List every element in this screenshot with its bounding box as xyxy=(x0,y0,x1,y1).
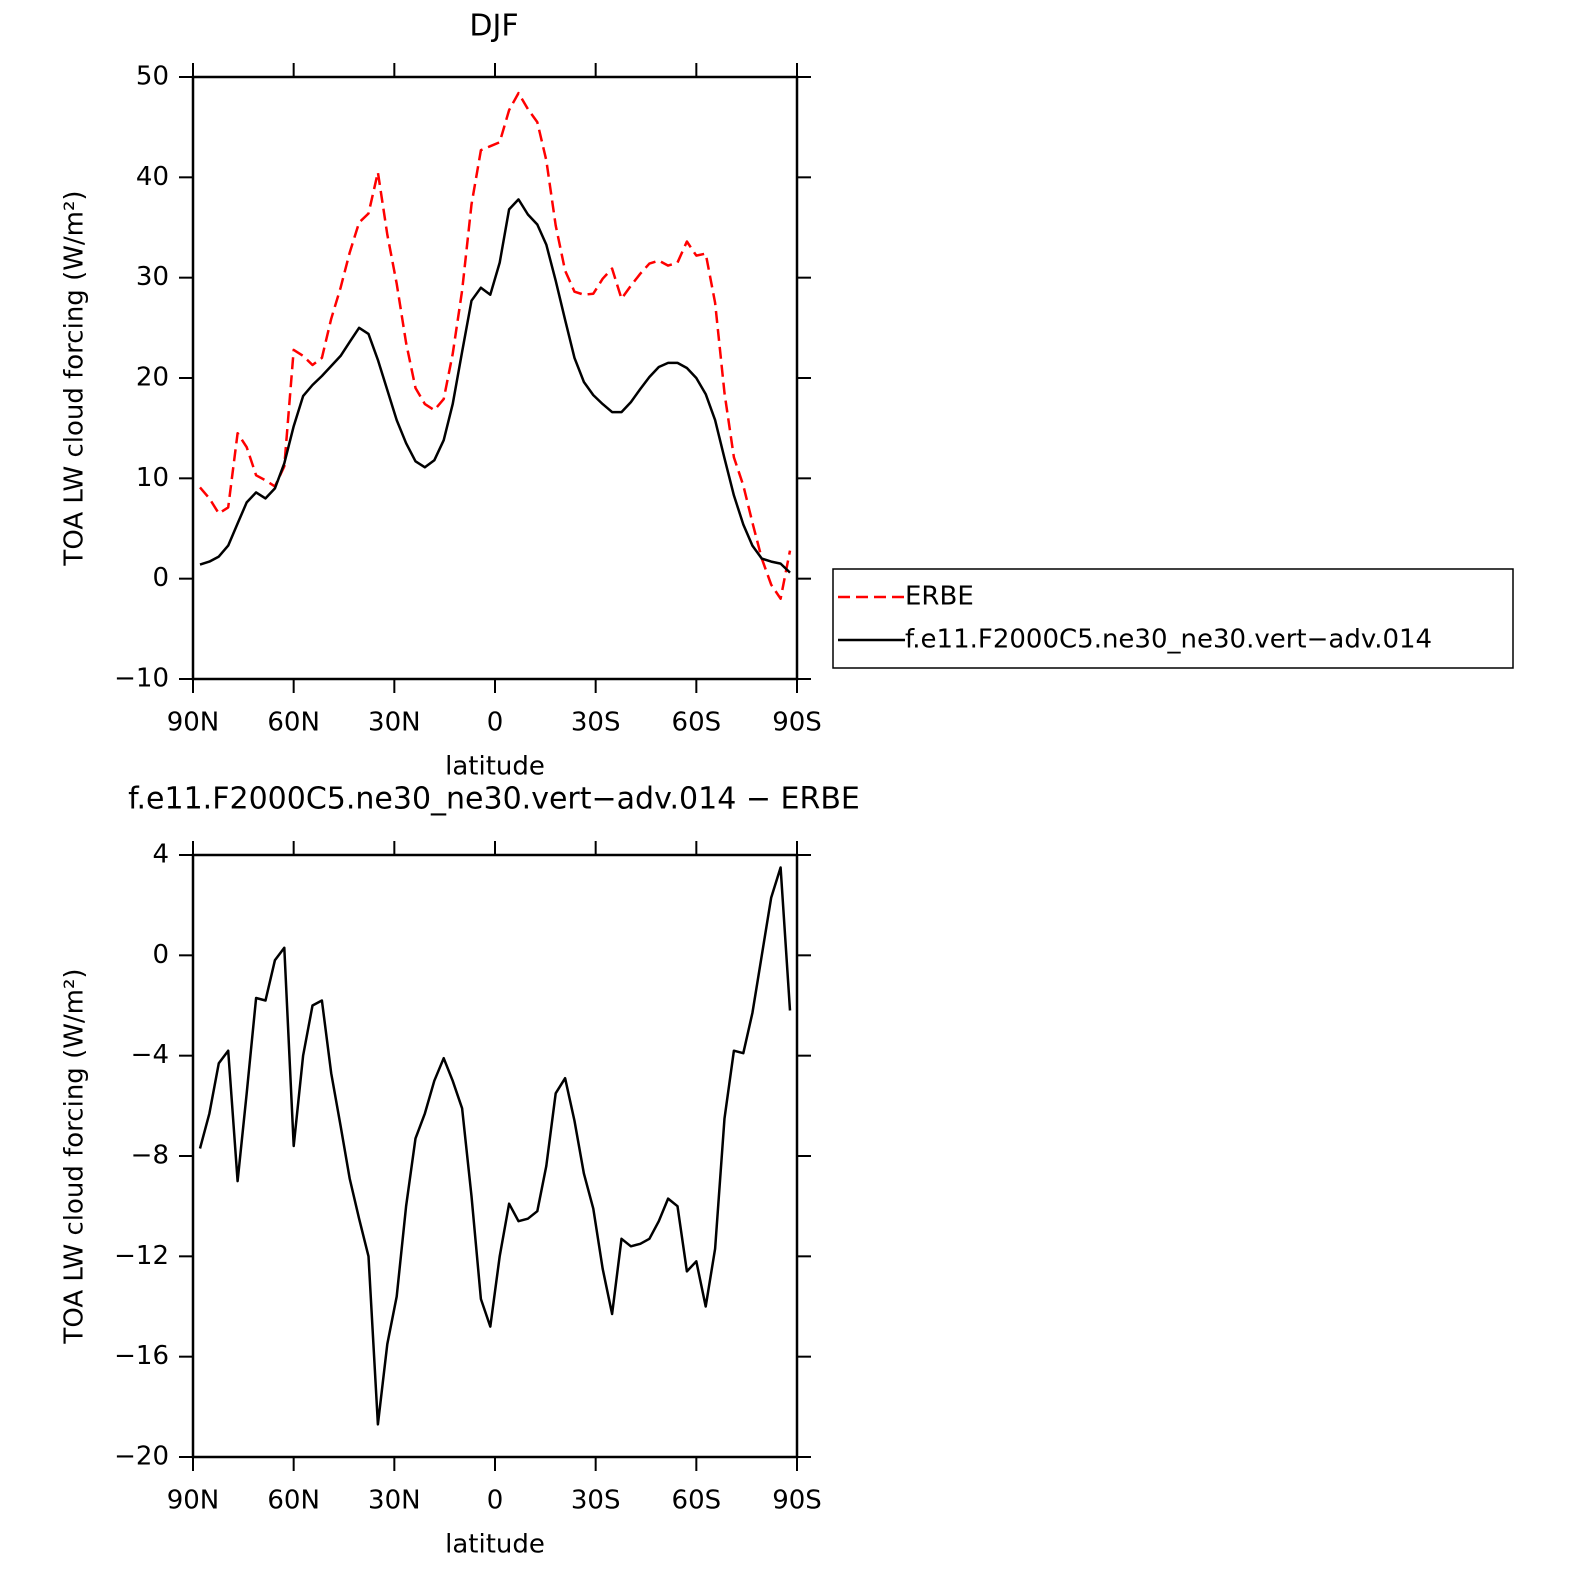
plot-frame xyxy=(191,75,799,681)
x-tick-label: 0 xyxy=(487,708,504,738)
chart-title: f.e11.F2000C5.ne30_ne30.vert−adv.014 − E… xyxy=(128,782,860,817)
y-tick-label: 10 xyxy=(136,463,169,493)
x-tick-label: 60N xyxy=(267,1486,320,1516)
y-tick-label: −16 xyxy=(114,1341,169,1371)
x-tick-label: 30S xyxy=(571,1486,621,1516)
x-tick-label: 30S xyxy=(571,708,621,738)
y-tick-label: −10 xyxy=(114,664,169,694)
plot-frame xyxy=(191,853,799,1459)
data-line xyxy=(198,866,792,1426)
x-tick-label: 90S xyxy=(772,1486,822,1516)
y-tick-label: 20 xyxy=(136,363,169,393)
data-line xyxy=(199,91,792,600)
chart-title: DJF xyxy=(469,9,518,44)
legend-label: ERBE xyxy=(905,582,974,612)
x-tick-label: 60N xyxy=(267,708,320,738)
legend-label: f.e11.F2000C5.ne30_ne30.vert−adv.014 xyxy=(905,625,1432,655)
y-tick-label: 30 xyxy=(136,262,169,292)
legend-box xyxy=(832,568,1514,669)
x-tick-label: 60S xyxy=(672,708,722,738)
x-tick-label: 0 xyxy=(487,1486,504,1516)
x-tick-label: 30N xyxy=(368,708,421,738)
y-tick-label: 50 xyxy=(136,62,169,92)
x-tick-label: 60S xyxy=(672,1486,722,1516)
y-tick-label: −12 xyxy=(114,1241,169,1271)
data-line xyxy=(199,198,791,574)
y-tick-label: 0 xyxy=(152,940,169,970)
x-tick-label: 90S xyxy=(772,708,822,738)
legend: ERBE f.e11.F2000C5.ne30_ne30.vert−adv.014 xyxy=(832,568,1514,669)
y-axis-label: TOA LW cloud forcing (W/m²) xyxy=(60,190,90,566)
y-tick-label: 0 xyxy=(152,563,169,593)
y-tick-label: −8 xyxy=(131,1141,169,1171)
y-tick-label: −4 xyxy=(131,1040,169,1070)
y-tick-label: −20 xyxy=(114,1442,169,1472)
y-tick-label: 4 xyxy=(152,840,169,870)
x-tick-label: 90N xyxy=(167,708,220,738)
y-tick-label: 40 xyxy=(136,162,169,192)
y-axis-label: TOA LW cloud forcing (W/m²) xyxy=(60,968,90,1344)
x-tick-label: 30N xyxy=(368,1486,421,1516)
x-tick-label: 90N xyxy=(167,1486,220,1516)
x-axis-label: latitude xyxy=(445,1530,545,1560)
x-axis-label: latitude xyxy=(445,752,545,782)
